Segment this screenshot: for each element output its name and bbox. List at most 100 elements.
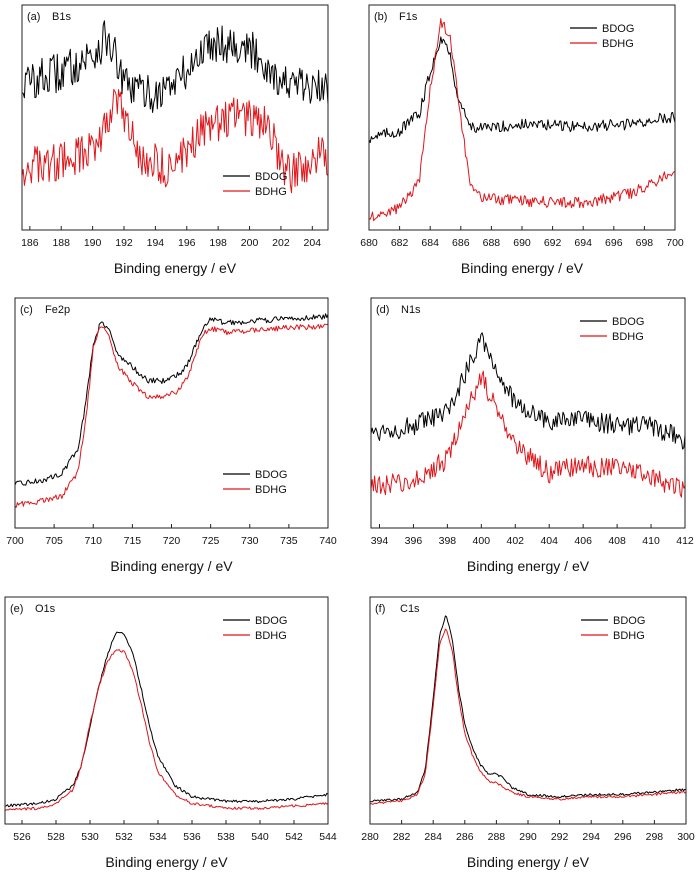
panel-title: N1s	[401, 304, 421, 316]
legend-label-bdog: BDOG	[255, 171, 287, 183]
x-tick-label: 286	[456, 831, 474, 843]
panel-c1s: 280 282 284 286 288 290 292 294 296 298 300 Binding…	[361, 596, 695, 870]
x-tick-label: 298	[646, 831, 664, 843]
legend-label-bdog: BDOG	[602, 23, 634, 35]
x-tick-label: 296	[614, 831, 632, 843]
x-axis-label: Binding energy / eV	[110, 558, 233, 574]
x-tick-label: 692	[544, 237, 562, 249]
x-axis-label: Binding energy / eV	[105, 854, 228, 870]
plot-frame	[370, 297, 686, 529]
series-line-bdog	[369, 36, 675, 143]
x-tick-label: 394	[371, 535, 389, 547]
legend: BDOG BDHG	[223, 171, 287, 198]
panel-title: O1s	[35, 603, 56, 615]
x-tick-label: 408	[608, 535, 626, 547]
x-tick-label: 700	[6, 535, 24, 547]
legend: BDOG BDHG	[223, 615, 287, 642]
panel-title: Fe2p	[45, 304, 70, 316]
series-line-bdog	[22, 20, 328, 113]
panel-b1s: 186 188 190 192 194 196 198 200 202 204 Binding en…	[21, 4, 329, 276]
x-tick-label: 540	[251, 831, 269, 843]
panel-title: C1s	[400, 603, 420, 615]
legend-label-bdhg: BDHG	[612, 331, 644, 343]
x-tick-label: 528	[47, 831, 65, 843]
x-tick-label: 290	[519, 831, 537, 843]
series-line-bdhg	[369, 18, 675, 222]
x-tick-label: 694	[574, 237, 592, 249]
panel-tag: (e)	[10, 603, 23, 615]
x-tick-label: 402	[507, 535, 525, 547]
series-line-bdog	[370, 615, 686, 803]
panel-f1s: 680 682 684 686 688 690 692 694 696 698 700 Binding…	[360, 4, 684, 276]
series-line-bdhg	[371, 370, 685, 498]
x-tick-label: 680	[360, 237, 378, 249]
legend-label-bdhg: BDHG	[613, 630, 645, 642]
x-tick-label: 396	[405, 535, 423, 547]
legend-label-bdog: BDOG	[612, 316, 644, 328]
x-tick-label: 686	[452, 237, 470, 249]
x-tick-label: 698	[636, 237, 654, 249]
x-tick-label: 292	[551, 831, 569, 843]
x-tick-label: 204	[304, 237, 322, 249]
x-tick-label: 410	[642, 535, 660, 547]
panel-o1s: 526 528 530 532 534 536 538 540 542 544 Binding en…	[4, 596, 337, 870]
x-tick-label: 188	[52, 237, 70, 249]
x-tick-label: 740	[319, 535, 337, 547]
x-axis-label: Binding energy / eV	[114, 260, 237, 276]
x-tick-label: 544	[319, 831, 337, 843]
legend-label-bdhg: BDHG	[255, 484, 287, 496]
x-tick-label: 730	[241, 535, 259, 547]
x-tick-label: 710	[84, 535, 102, 547]
panel-n1s: 394 396 398 400 402 404 406 408 410 412 Binding en…	[370, 297, 694, 574]
x-tick-label: 196	[178, 237, 196, 249]
legend: BDOG BDHG	[580, 316, 644, 343]
series-line-bdhg	[22, 89, 328, 194]
x-tick-label: 538	[217, 831, 235, 843]
panel-tag: (c)	[20, 304, 33, 316]
x-tick-label: 705	[45, 535, 63, 547]
series-line-bdhg	[5, 649, 328, 812]
legend-label-bdog: BDOG	[613, 615, 645, 627]
legend: BDOG BDHG	[223, 469, 287, 496]
x-axis-label: Binding energy / eV	[467, 854, 590, 870]
x-tick-label: 542	[285, 831, 303, 843]
legend: BDOG BDHG	[570, 23, 634, 50]
x-tick-label: 194	[147, 237, 165, 249]
legend-label-bdhg: BDHG	[255, 630, 287, 642]
x-tick-label: 536	[183, 831, 201, 843]
x-axis-label: Binding energy / eV	[467, 558, 590, 574]
x-tick-label: 412	[676, 535, 694, 547]
plot-frame	[21, 4, 329, 231]
x-tick-label: 202	[272, 237, 290, 249]
legend: BDOG BDHG	[581, 615, 645, 642]
x-tick-label: 725	[202, 535, 220, 547]
x-tick-label: 288	[488, 831, 506, 843]
x-tick-label: 406	[574, 535, 592, 547]
legend-label-bdhg: BDHG	[602, 38, 634, 50]
series-line-bdhg	[15, 323, 328, 508]
x-tick-label: 696	[605, 237, 623, 249]
series-line-bdog	[371, 332, 685, 450]
x-axis-label: Binding energy / eV	[461, 260, 584, 276]
legend-label-bdhg: BDHG	[255, 186, 287, 198]
panel-tag: (a)	[27, 11, 40, 23]
x-tick-label: 186	[21, 237, 39, 249]
panel-tag: (b)	[374, 11, 387, 23]
x-tick-label: 715	[124, 535, 142, 547]
x-tick-label: 398	[439, 535, 457, 547]
x-tick-label: 690	[513, 237, 531, 249]
x-tick-label: 530	[81, 831, 99, 843]
panel-title: B1s	[52, 11, 71, 23]
x-tick-label: 684	[421, 237, 439, 249]
series-line-bdog	[5, 631, 328, 808]
x-tick-label: 192	[115, 237, 133, 249]
x-tick-label: 682	[391, 237, 409, 249]
series-line-bdhg	[370, 628, 686, 805]
x-tick-label: 190	[84, 237, 102, 249]
x-tick-label: 735	[280, 535, 298, 547]
x-tick-label: 400	[473, 535, 491, 547]
panel-tag: (f)	[375, 603, 385, 615]
legend-label-bdog: BDOG	[255, 615, 287, 627]
